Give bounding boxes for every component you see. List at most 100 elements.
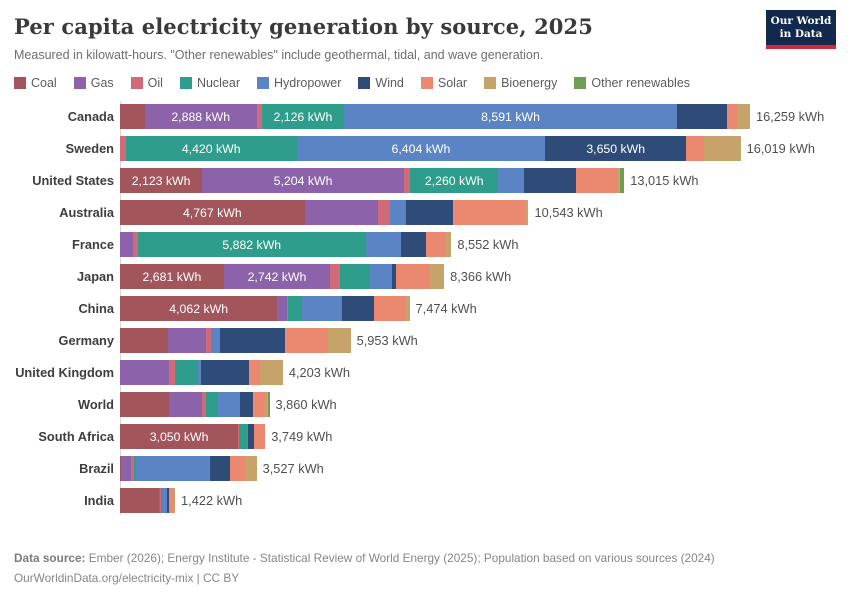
legend-item-gas[interactable]: Gas bbox=[73, 76, 114, 90]
legend-item-other-renewables[interactable]: Other renewables bbox=[574, 76, 690, 90]
legend-item-wind[interactable]: Wind bbox=[358, 76, 404, 90]
segment-nuclear[interactable] bbox=[160, 488, 163, 514]
segment-hydropower[interactable] bbox=[218, 392, 240, 418]
country-label-germany[interactable]: Germany bbox=[58, 333, 114, 349]
segment-other-renewables[interactable] bbox=[619, 168, 625, 194]
segment-solar[interactable] bbox=[252, 392, 266, 418]
segment-nuclear[interactable] bbox=[288, 296, 303, 322]
segment-nuclear[interactable]: 5,882 kWh bbox=[137, 232, 366, 258]
segment-bioenergy[interactable] bbox=[259, 360, 283, 386]
segment-solar[interactable] bbox=[248, 360, 260, 386]
segment-hydropower[interactable] bbox=[369, 264, 393, 290]
segment-solar[interactable] bbox=[686, 136, 704, 162]
segment-solar[interactable] bbox=[576, 168, 618, 194]
segment-hydropower[interactable] bbox=[302, 296, 343, 322]
segment-wind[interactable] bbox=[676, 104, 727, 130]
segment-nuclear[interactable]: 2,126 kWh bbox=[261, 104, 345, 130]
segment-nuclear[interactable] bbox=[175, 360, 199, 386]
segment-hydropower[interactable] bbox=[498, 168, 524, 194]
legend-item-bioenergy[interactable]: Bioenergy bbox=[484, 76, 557, 90]
segment-coal[interactable] bbox=[120, 392, 169, 418]
segment-solar[interactable] bbox=[426, 232, 447, 258]
segment-nuclear[interactable] bbox=[133, 456, 137, 482]
segment-wind[interactable] bbox=[401, 232, 427, 258]
country-label-australia[interactable]: Australia bbox=[59, 205, 114, 221]
country-label-japan[interactable]: Japan bbox=[77, 269, 114, 285]
segment-hydropower[interactable]: 6,404 kWh bbox=[296, 136, 545, 162]
segment-gas[interactable] bbox=[168, 392, 202, 418]
segment-wind[interactable] bbox=[247, 424, 255, 450]
segment-coal[interactable]: 2,123 kWh bbox=[120, 168, 203, 194]
segment-solar[interactable] bbox=[254, 424, 266, 450]
country-label-south-africa[interactable]: South Africa bbox=[38, 429, 114, 445]
segment-nuclear[interactable] bbox=[206, 392, 218, 418]
segment-coal[interactable] bbox=[120, 328, 169, 354]
segment-gas[interactable]: 2,742 kWh bbox=[223, 264, 331, 290]
segment-oil[interactable] bbox=[206, 328, 212, 354]
country-label-sweden[interactable]: Sweden bbox=[65, 141, 114, 157]
segment-oil[interactable] bbox=[120, 136, 126, 162]
segment-oil[interactable] bbox=[201, 392, 207, 418]
segment-coal[interactable] bbox=[120, 104, 145, 130]
segment-solar[interactable] bbox=[169, 488, 174, 514]
segment-oil[interactable] bbox=[169, 360, 176, 386]
segment-solar[interactable] bbox=[374, 296, 407, 322]
segment-hydropower[interactable] bbox=[389, 200, 406, 226]
segment-oil[interactable] bbox=[287, 296, 289, 322]
legend-item-nuclear[interactable]: Nuclear bbox=[179, 76, 240, 90]
country-label-united-states[interactable]: United States bbox=[32, 173, 114, 189]
segment-bioenergy[interactable] bbox=[406, 296, 410, 322]
segment-nuclear[interactable] bbox=[339, 264, 370, 290]
segment-nuclear[interactable]: 4,420 kWh bbox=[125, 136, 297, 162]
segment-wind[interactable] bbox=[342, 296, 375, 322]
legend-item-solar[interactable]: Solar bbox=[420, 76, 467, 90]
segment-solar[interactable] bbox=[284, 328, 328, 354]
segment-bioenergy[interactable] bbox=[430, 264, 445, 290]
segment-oil[interactable] bbox=[378, 200, 390, 226]
segment-bioenergy[interactable] bbox=[265, 392, 269, 418]
segment-bioenergy[interactable] bbox=[617, 168, 620, 194]
segment-hydropower[interactable] bbox=[246, 424, 248, 450]
segment-other-renewables[interactable] bbox=[268, 392, 270, 418]
country-label-world[interactable]: World bbox=[77, 397, 114, 413]
segment-hydropower[interactable] bbox=[136, 456, 211, 482]
segment-gas[interactable] bbox=[120, 232, 133, 258]
segment-coal[interactable]: 4,062 kWh bbox=[120, 296, 278, 322]
segment-nuclear[interactable] bbox=[239, 424, 247, 450]
country-label-china[interactable]: China bbox=[78, 301, 114, 317]
segment-solar[interactable] bbox=[452, 200, 525, 226]
segment-wind[interactable] bbox=[167, 488, 170, 514]
segment-gas[interactable]: 5,204 kWh bbox=[202, 168, 404, 194]
segment-bioenergy[interactable] bbox=[737, 104, 750, 130]
segment-gas[interactable] bbox=[121, 456, 132, 482]
segment-coal[interactable] bbox=[120, 488, 160, 514]
segment-coal[interactable]: 3,050 kWh bbox=[120, 424, 239, 450]
segment-wind[interactable]: 3,650 kWh bbox=[545, 136, 687, 162]
segment-oil[interactable] bbox=[403, 168, 411, 194]
country-label-brazil[interactable]: Brazil bbox=[79, 461, 114, 477]
segment-wind[interactable] bbox=[239, 392, 253, 418]
country-label-france[interactable]: France bbox=[72, 237, 114, 253]
segment-gas[interactable] bbox=[304, 200, 379, 226]
owid-url-link[interactable]: OurWorldinData.org/electricity-mix bbox=[14, 570, 194, 585]
segment-solar[interactable] bbox=[396, 264, 431, 290]
country-label-india[interactable]: India bbox=[84, 493, 114, 509]
segment-oil[interactable] bbox=[132, 232, 138, 258]
segment-hydropower[interactable] bbox=[162, 488, 168, 514]
country-label-united-kingdom[interactable]: United Kingdom bbox=[15, 365, 114, 381]
segment-hydropower[interactable]: 8,591 kWh bbox=[344, 104, 677, 130]
segment-hydropower[interactable] bbox=[211, 328, 221, 354]
segment-gas[interactable]: 2,888 kWh bbox=[144, 104, 257, 130]
legend-item-oil[interactable]: Oil bbox=[130, 76, 163, 90]
segment-oil[interactable] bbox=[256, 104, 262, 130]
segment-gas[interactable] bbox=[120, 360, 170, 386]
legend-item-coal[interactable]: Coal bbox=[14, 76, 57, 90]
segment-hydropower[interactable] bbox=[365, 232, 402, 258]
country-label-canada[interactable]: Canada bbox=[67, 109, 114, 125]
segment-oil[interactable] bbox=[238, 424, 240, 450]
segment-hydropower[interactable] bbox=[198, 360, 201, 386]
owid-logo[interactable]: Our World in Data bbox=[766, 10, 836, 50]
segment-coal[interactable] bbox=[120, 456, 122, 482]
segment-bioenergy[interactable] bbox=[446, 232, 452, 258]
segment-coal[interactable]: 4,767 kWh bbox=[120, 200, 305, 226]
